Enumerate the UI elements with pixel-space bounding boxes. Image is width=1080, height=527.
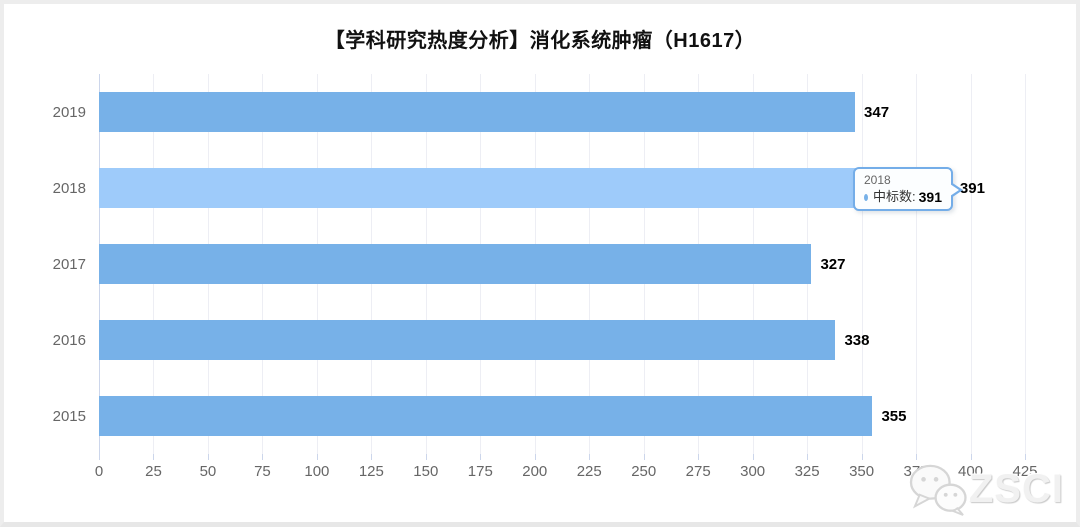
y-axis-category-label: 2019 (52, 103, 86, 121)
x-axis-tick-label: 425 (1012, 463, 1038, 480)
x-axis-tick-label: 50 (199, 463, 217, 480)
tooltip-arrow-fill (950, 184, 959, 196)
bar-value-label: 391 (959, 179, 985, 197)
x-axis-tick (425, 454, 427, 460)
bar-2015[interactable] (99, 396, 873, 436)
x-axis-tick-label: 300 (740, 463, 766, 480)
x-axis-tick-label: 175 (467, 463, 493, 480)
x-axis-tick (916, 454, 918, 460)
x-axis-tick-label: 350 (849, 463, 875, 480)
x-axis-tick (698, 454, 700, 460)
x-axis-tick-label: 0 (94, 463, 104, 480)
bar-value-label: 347 (864, 103, 890, 121)
tooltip-category: 2018 (864, 173, 891, 187)
bar-2016[interactable] (99, 320, 836, 360)
bar-value-label: 338 (844, 331, 870, 349)
x-axis-tick-label: 150 (413, 463, 439, 480)
x-axis-tick (371, 454, 373, 460)
gridline (861, 74, 863, 454)
x-axis-tick (316, 454, 318, 460)
x-axis-tick-label: 200 (522, 463, 548, 480)
x-axis-tick-label: 325 (794, 463, 820, 480)
y-axis-category-label: 2016 (52, 331, 86, 349)
tooltip-value: 391 (918, 189, 942, 205)
y-axis-category-label: 2015 (52, 407, 86, 425)
bar-2019[interactable] (99, 92, 856, 132)
y-axis-category-label: 2018 (52, 179, 86, 197)
gridline (1025, 74, 1026, 454)
y-axis-category-label: 2017 (52, 255, 86, 273)
x-axis-tick-label: 225 (576, 463, 602, 480)
tooltip-series-line: 中标数: 391 (864, 188, 942, 206)
x-axis-tick-label: 250 (631, 463, 657, 480)
x-axis-tick-label: 400 (958, 463, 984, 480)
bar-value-label: 327 (820, 255, 846, 273)
x-axis-tick (534, 454, 536, 460)
tooltip: 2018 中标数: 391 (853, 167, 963, 211)
chart-title: 【学科研究热度分析】消化系统肿瘤（H1617） (324, 30, 756, 52)
x-axis-tick-label: 100 (304, 463, 330, 480)
x-axis-tick (807, 454, 809, 460)
tooltip-series-label: 中标数: (873, 189, 916, 204)
x-axis-tick-label: 125 (358, 463, 384, 480)
bar-2017[interactable] (99, 244, 812, 284)
gridline (970, 74, 972, 454)
series-marker-dot (864, 193, 869, 201)
x-axis-tick (970, 454, 972, 460)
x-axis-tick-label: 25 (145, 463, 162, 480)
x-axis-tick (153, 454, 155, 460)
x-axis-tick-label: 275 (685, 463, 711, 480)
x-axis-tick (1025, 454, 1026, 460)
x-axis-tick-label: 75 (254, 463, 271, 480)
x-axis-tick (207, 454, 209, 460)
x-axis-tick (480, 454, 482, 460)
gridline (916, 74, 918, 454)
x-axis-tick (861, 454, 863, 460)
x-axis-tick (643, 454, 645, 460)
x-axis-tick (262, 454, 264, 460)
bar-2018[interactable] (99, 168, 951, 208)
x-axis-tick (589, 454, 591, 460)
bar-value-label: 355 (881, 407, 907, 425)
x-axis-tick (99, 454, 100, 460)
x-axis-tick (752, 454, 754, 460)
x-axis-tick-label: 375 (903, 463, 929, 480)
